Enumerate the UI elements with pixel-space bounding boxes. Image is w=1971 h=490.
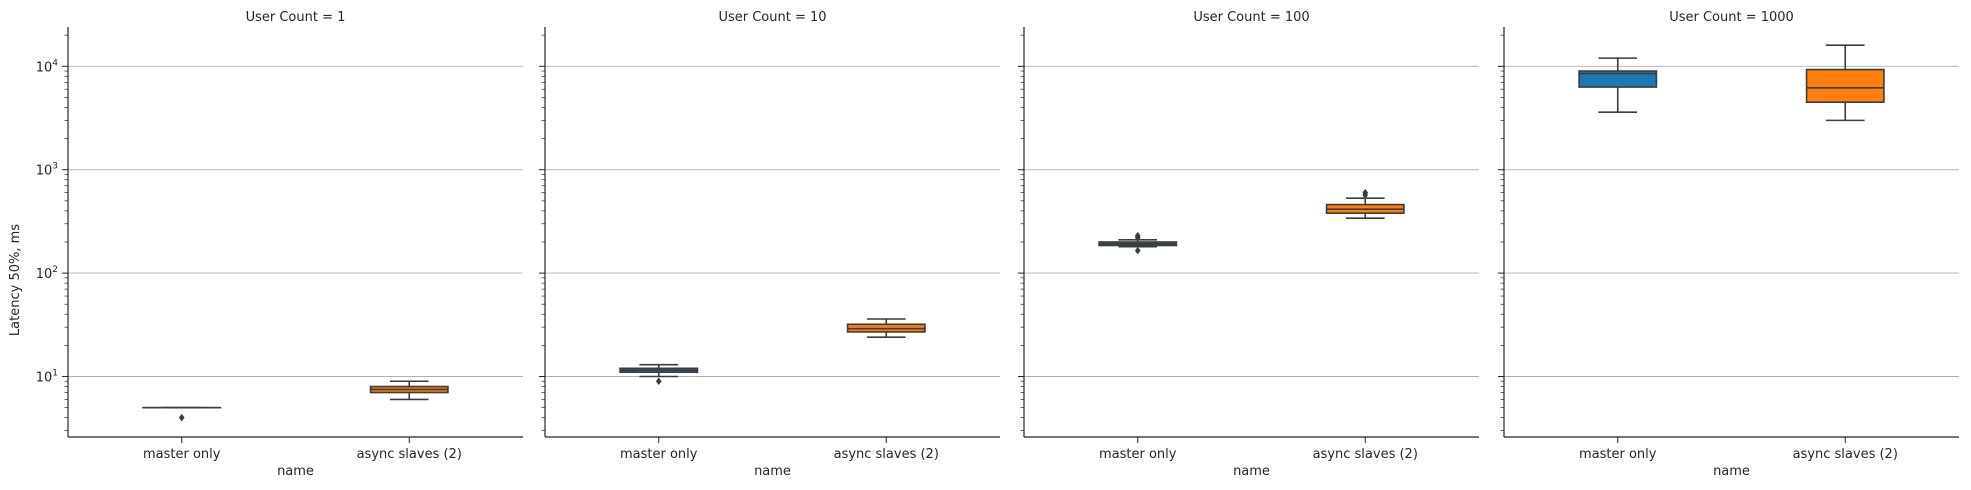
box-group	[1325, 188, 1405, 219]
facet-title: User Count = 1000	[1669, 10, 1794, 25]
box-group	[1578, 57, 1658, 113]
box-group	[1098, 231, 1178, 255]
facet-title: User Count = 10	[718, 10, 826, 25]
y-tick-label: 103	[36, 162, 58, 179]
facet-panel: master only async slaves (2) name User Coun…	[1498, 10, 1959, 479]
outlier-point	[178, 413, 185, 422]
box-group	[619, 363, 699, 386]
x-axis-label: name	[754, 464, 791, 479]
outlier-point	[1362, 188, 1369, 197]
x-tick-label: master only	[1099, 447, 1177, 462]
box-group	[1805, 44, 1885, 122]
facet-panel: master only async slaves (2) name User Coun…	[1018, 10, 1479, 479]
y-tick-label: 102	[36, 265, 58, 282]
outlier-point	[655, 377, 662, 386]
x-tick-label: async slaves (2)	[1793, 447, 1898, 462]
facet-title: User Count = 1	[246, 10, 346, 25]
y-tick-label: 101	[36, 369, 58, 386]
outlier-point	[1134, 246, 1141, 255]
x-axis-label: name	[277, 464, 314, 479]
x-tick-label: async slaves (2)	[357, 447, 462, 462]
box-group	[142, 406, 222, 422]
x-tick-label: async slaves (2)	[1313, 447, 1418, 462]
facet-panel: 101 102 103 104 master only async slaves (2) n…	[36, 10, 523, 479]
x-tick-label: master only	[1579, 447, 1657, 462]
x-tick-label: master only	[143, 447, 221, 462]
facet-title: User Count = 100	[1193, 10, 1309, 25]
box-iqr	[1805, 68, 1885, 103]
facet-panel: master only async slaves (2) name User Coun…	[539, 10, 1000, 479]
y-tick-label: 104	[36, 58, 59, 75]
x-tick-label: async slaves (2)	[834, 447, 939, 462]
box-group	[369, 380, 449, 401]
x-axis-label: name	[1713, 464, 1750, 479]
box-iqr	[1578, 70, 1658, 88]
y-axis-label: Latency 50%, ms	[8, 224, 23, 336]
x-tick-label: master only	[620, 447, 698, 462]
x-axis-label: name	[1233, 464, 1270, 479]
box-group	[846, 318, 926, 338]
outlier-point	[1134, 231, 1141, 240]
